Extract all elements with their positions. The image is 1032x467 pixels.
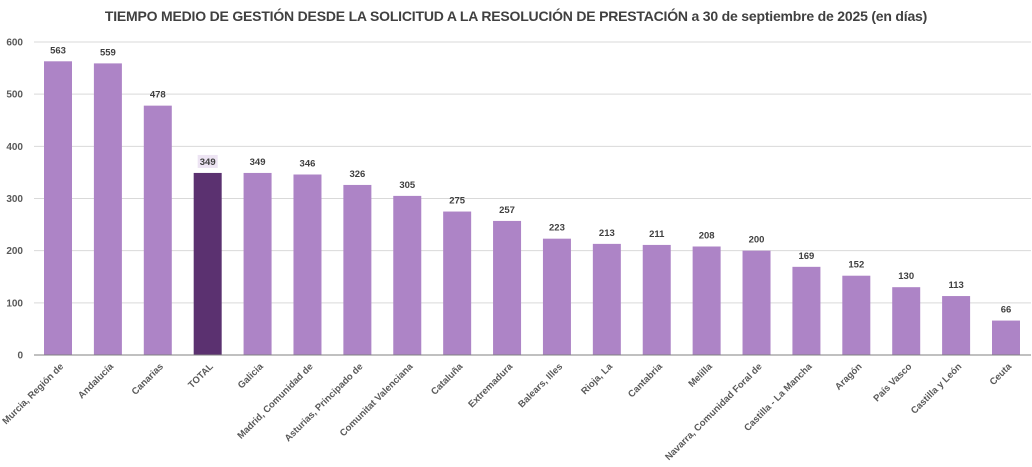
x-tick-label: Rioja, La [579, 361, 615, 397]
data-label: 66 [1001, 305, 1012, 316]
bar [642, 244, 671, 355]
bar [293, 174, 322, 355]
data-label: 257 [499, 205, 515, 216]
data-label: 169 [798, 251, 814, 262]
y-tick-label: 600 [6, 38, 23, 49]
data-label: 563 [50, 45, 66, 56]
data-label: 211 [649, 229, 665, 240]
y-axis-ticks: 0 100 200 300 400 500 600 [6, 38, 23, 362]
x-tick-label: Balears, Illes [516, 361, 565, 410]
y-tick-label: 300 [6, 194, 23, 205]
data-label: 200 [749, 235, 765, 246]
x-tick-label: Canarias [130, 361, 166, 397]
chart-title: TIEMPO MEDIO DE GESTIÓN DESDE LA SOLICIT… [104, 8, 928, 24]
bar [592, 243, 621, 355]
bar [443, 211, 472, 355]
y-tick-label: 0 [17, 351, 23, 362]
data-label: 130 [898, 271, 914, 282]
x-tick-label: Cataluña [429, 361, 466, 398]
bar [942, 296, 971, 355]
data-labels: 563 559 478 349 349 346 326 305 275 257 223 213 211 2… [50, 45, 1011, 315]
data-label: 152 [848, 260, 864, 271]
x-tick-label: País Vasco [871, 361, 914, 404]
x-tick-label: Extremadura [466, 361, 515, 410]
x-tick-label: Cantabria [626, 361, 665, 400]
bar [742, 250, 771, 355]
bar [892, 287, 921, 355]
data-label: 305 [399, 180, 416, 191]
y-tick-label: 500 [6, 90, 23, 101]
bar [343, 184, 372, 355]
bar [143, 105, 172, 355]
data-label: 478 [150, 90, 166, 101]
bars [44, 61, 1020, 355]
bar [393, 195, 422, 355]
x-tick-label: Melilla [686, 361, 715, 390]
bar [692, 246, 721, 355]
x-tick-label: Castilla y León [909, 361, 964, 416]
data-label: 113 [948, 280, 963, 291]
bar [93, 63, 122, 355]
bar [792, 266, 821, 355]
x-tick-label: Ceuta [988, 361, 1015, 388]
y-tick-label: 100 [6, 298, 23, 309]
y-tick-label: 400 [6, 142, 23, 153]
x-tick-label: Aragón [833, 361, 864, 392]
data-label: 349 [250, 157, 266, 168]
x-axis-labels: Murcia, Región de Andalucía Canarias TOTAL G… [0, 361, 1014, 463]
x-tick-label: Murcia, Región de [0, 361, 66, 427]
data-label: 346 [300, 159, 316, 170]
x-tick-label: Galicia [236, 361, 266, 391]
bar [542, 238, 571, 355]
data-label: 213 [599, 228, 615, 239]
bar [243, 172, 272, 355]
gridlines [34, 41, 1031, 304]
bar [842, 275, 871, 355]
x-tick-label: Navarra, Comunidad Foral de [663, 361, 764, 462]
bar [44, 61, 72, 355]
x-tick-label: Andalucía [76, 361, 116, 401]
bar-total [193, 172, 222, 355]
x-tick-label: TOTAL [186, 361, 216, 391]
data-label: 326 [349, 169, 365, 180]
bar [493, 220, 522, 355]
data-label: 559 [100, 47, 116, 58]
data-label: 349 [200, 157, 216, 168]
bar [992, 320, 1020, 355]
y-tick-label: 200 [6, 246, 23, 257]
data-label: 208 [699, 230, 715, 241]
data-label: 275 [449, 196, 466, 207]
data-label-highlight-bg [197, 154, 218, 168]
data-label: 223 [549, 223, 565, 234]
